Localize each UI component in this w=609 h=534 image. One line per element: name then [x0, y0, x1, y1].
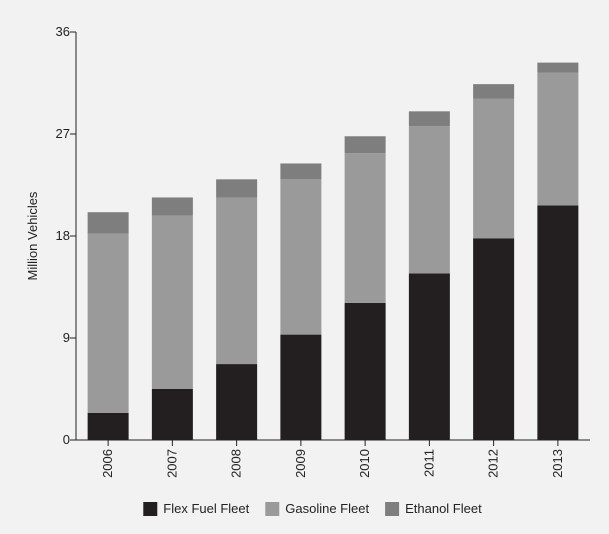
x-tick-label: 2011: [421, 449, 436, 477]
legend-swatch: [143, 502, 158, 516]
bar-gasoline-fleet-2009: [280, 179, 322, 335]
bar-gasoline-fleet-2011: [408, 126, 450, 274]
y-axis-title: Million Vehicles: [25, 191, 40, 280]
bar-flex-fuel-fleet-2007: [151, 389, 193, 440]
legend: Flex Fuel Fleet Gasoline Fleet Ethanol Fle…: [143, 501, 482, 516]
x-tick-label: 2008: [229, 449, 244, 478]
bar-flex-fuel-fleet-2010: [344, 302, 386, 440]
legend-label: Ethanol Fleet: [405, 501, 482, 516]
legend-label: Gasoline Fleet: [285, 501, 369, 516]
bar-gasoline-fleet-2006: [87, 233, 129, 413]
legend-swatch: [265, 502, 280, 516]
bar-ethanol-fleet-2013: [537, 62, 579, 73]
bar-ethanol-fleet-2008: [216, 179, 258, 198]
legend-swatch: [385, 502, 400, 516]
legend-label: Flex Fuel Fleet: [163, 501, 249, 516]
x-tick-label: 2013: [550, 449, 565, 478]
y-tick-label: 27: [56, 126, 70, 141]
bar-ethanol-fleet-2007: [151, 197, 193, 216]
x-ticks: 2006 2007 2008 2009 2010 2011 2012 2013: [100, 440, 565, 478]
bar-ethanol-fleet-2006: [87, 212, 129, 234]
bar-flex-fuel-fleet-2011: [408, 273, 450, 440]
y-ticks: 0 9 18 27 36: [56, 24, 76, 447]
bar-ethanol-fleet-2011: [408, 111, 450, 127]
x-tick-label: 2012: [486, 449, 501, 478]
x-tick-label: 2007: [164, 449, 179, 478]
bar-gasoline-fleet-2008: [216, 197, 258, 365]
legend-item: Gasoline Fleet: [265, 501, 369, 516]
bar-flex-fuel-fleet-2012: [473, 238, 515, 440]
y-tick-label: 18: [56, 228, 70, 243]
bar-ethanol-fleet-2012: [473, 84, 515, 99]
bar-gasoline-fleet-2013: [537, 72, 579, 206]
bar-flex-fuel-fleet-2009: [280, 334, 322, 440]
bars-layer: [87, 62, 579, 440]
legend-item: Flex Fuel Fleet: [143, 501, 250, 516]
y-tick-label: 36: [56, 24, 70, 39]
bar-flex-fuel-fleet-2008: [216, 364, 258, 440]
bar-ethanol-fleet-2010: [344, 136, 386, 154]
bar-flex-fuel-fleet-2006: [87, 412, 129, 440]
y-tick-label: 9: [63, 330, 70, 345]
x-tick-label: 2009: [293, 449, 308, 478]
y-tick-label: 0: [63, 432, 70, 447]
bar-gasoline-fleet-2012: [473, 98, 515, 239]
bar-ethanol-fleet-2009: [280, 163, 322, 180]
legend-item: Ethanol Fleet: [385, 501, 482, 516]
bar-gasoline-fleet-2007: [151, 215, 193, 389]
bar-flex-fuel-fleet-2013: [537, 205, 579, 440]
x-tick-label: 2010: [357, 449, 372, 478]
x-tick-label: 2006: [100, 449, 115, 478]
bar-gasoline-fleet-2010: [344, 153, 386, 303]
